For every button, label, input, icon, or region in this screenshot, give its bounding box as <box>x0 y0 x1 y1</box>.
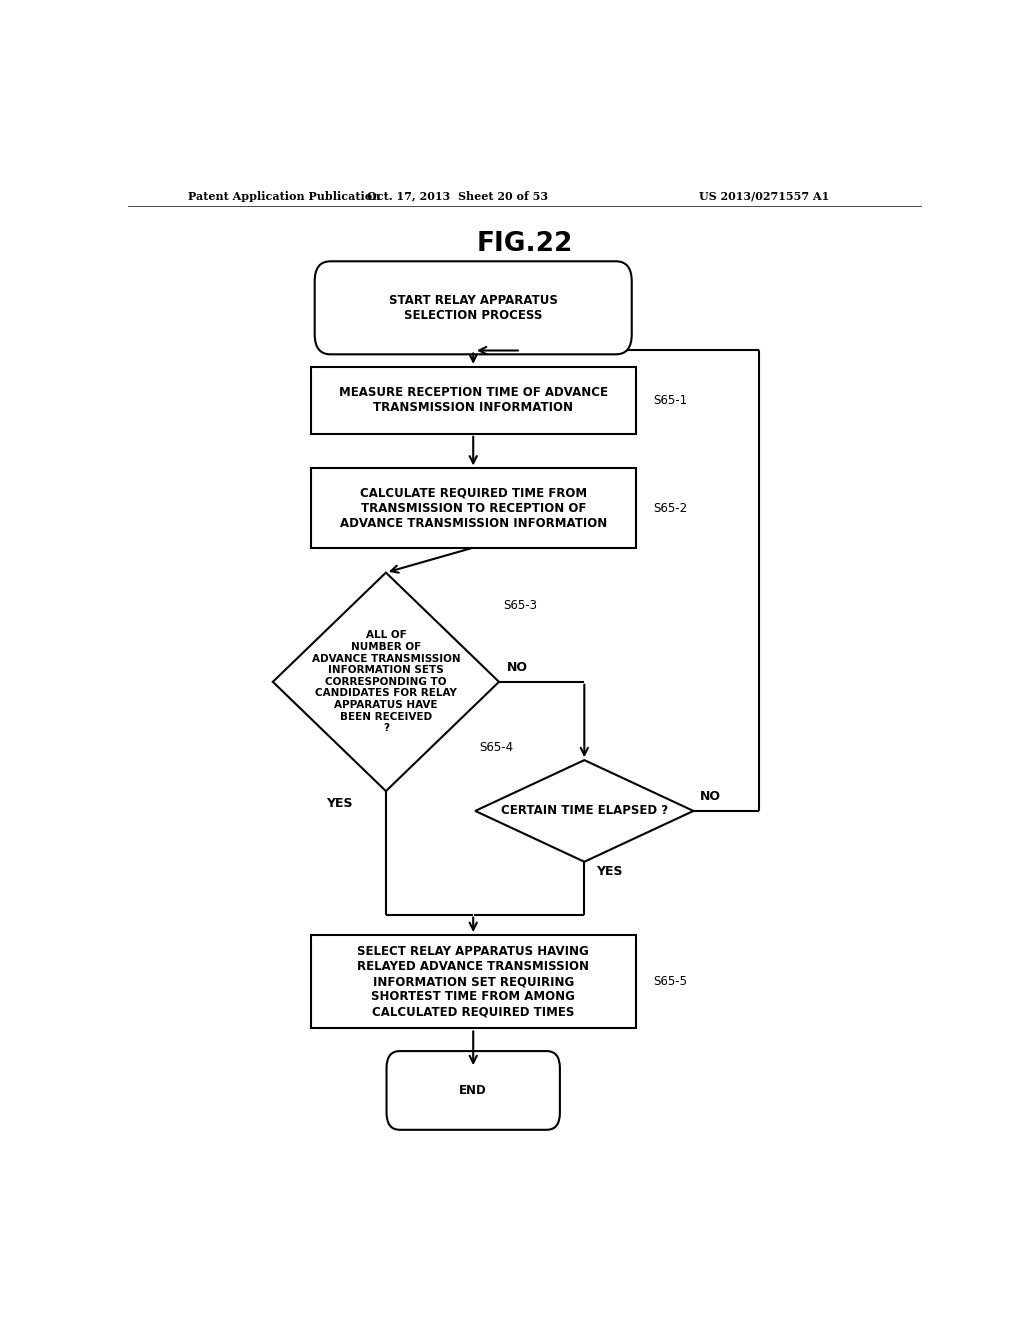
Text: S65-3: S65-3 <box>503 599 537 612</box>
Text: Oct. 17, 2013  Sheet 20 of 53: Oct. 17, 2013 Sheet 20 of 53 <box>367 190 548 202</box>
Text: US 2013/0271557 A1: US 2013/0271557 A1 <box>699 190 829 202</box>
Bar <box>310 935 636 1028</box>
Text: END: END <box>460 1084 487 1097</box>
Text: S65-5: S65-5 <box>653 975 687 989</box>
Text: S65-2: S65-2 <box>653 502 687 515</box>
Bar <box>310 469 636 548</box>
Text: Patent Application Publication: Patent Application Publication <box>187 190 380 202</box>
Text: ALL OF
NUMBER OF
ADVANCE TRANSMISSION
INFORMATION SETS
CORRESPONDING TO
CANDIDAT: ALL OF NUMBER OF ADVANCE TRANSMISSION IN… <box>311 631 460 733</box>
Text: S65-4: S65-4 <box>479 742 513 755</box>
Text: SELECT RELAY APPARATUS HAVING
RELAYED ADVANCE TRANSMISSION
INFORMATION SET REQUI: SELECT RELAY APPARATUS HAVING RELAYED AD… <box>357 945 589 1018</box>
Text: START RELAY APPARATUS
SELECTION PROCESS: START RELAY APPARATUS SELECTION PROCESS <box>389 294 558 322</box>
Text: CERTAIN TIME ELAPSED ?: CERTAIN TIME ELAPSED ? <box>501 804 668 817</box>
Polygon shape <box>272 573 499 791</box>
Bar <box>310 367 636 434</box>
Text: YES: YES <box>596 866 623 878</box>
Text: NO: NO <box>507 661 528 675</box>
FancyBboxPatch shape <box>386 1051 560 1130</box>
Text: S65-1: S65-1 <box>653 393 687 407</box>
Text: FIG.22: FIG.22 <box>476 231 573 257</box>
Text: CALCULATE REQUIRED TIME FROM
TRANSMISSION TO RECEPTION OF
ADVANCE TRANSMISSION I: CALCULATE REQUIRED TIME FROM TRANSMISSIO… <box>340 487 607 529</box>
Text: YES: YES <box>327 797 353 809</box>
FancyBboxPatch shape <box>314 261 632 354</box>
Text: MEASURE RECEPTION TIME OF ADVANCE
TRANSMISSION INFORMATION: MEASURE RECEPTION TIME OF ADVANCE TRANSM… <box>339 387 607 414</box>
Text: NO: NO <box>699 791 721 803</box>
Polygon shape <box>475 760 693 862</box>
